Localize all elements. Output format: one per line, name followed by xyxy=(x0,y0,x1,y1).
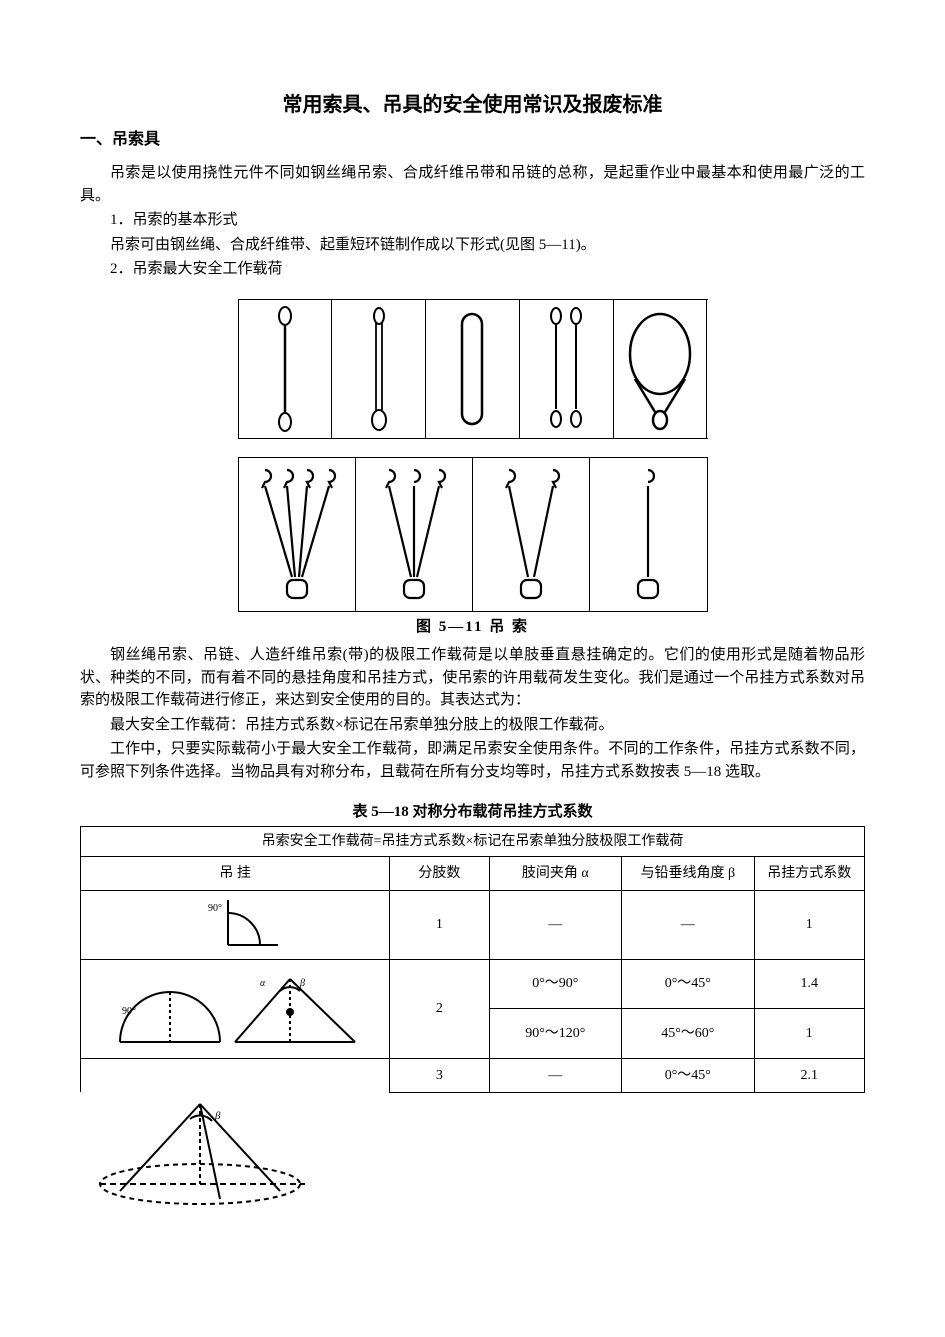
paragraph-3: 最大安全工作载荷：吊挂方式系数×标记在吊索单独分肢上的极限工作载荷。 xyxy=(80,714,865,737)
sling-form-2-icon xyxy=(349,304,409,434)
table-row-2a-coef: 1.4 xyxy=(754,959,864,1009)
table-caption: 表 5—18 对称分布载荷吊挂方式系数 xyxy=(80,801,865,824)
table-row-2b-beta: 45°～60° xyxy=(622,1009,755,1059)
col-header-coef: 吊挂方式系数 xyxy=(754,856,864,890)
table-row-2b-coef: 1 xyxy=(754,1009,864,1059)
item-2-label: 2．吊索最大安全工作载荷 xyxy=(80,258,865,281)
table-row-2a-beta: 0°～45° xyxy=(622,959,755,1009)
table-row-3-branches: 3 xyxy=(390,1058,489,1092)
table-row-3-diagram xyxy=(81,1058,390,1092)
table-row-1-alpha: — xyxy=(489,890,622,959)
sling-form-1-icon xyxy=(255,304,315,434)
table-row-1-beta: — xyxy=(622,890,755,959)
table-row-2-branches: 2 xyxy=(390,959,489,1058)
item-1-body: 吊索可由钢丝绳、合成纤维带、起重短环链制作成以下形式(见图 5—11)。 xyxy=(80,234,865,257)
table-row-3-beta: 0°～45° xyxy=(622,1058,755,1092)
table-row-1-diagram: 90° xyxy=(81,890,390,959)
table-row-2b-alpha: 90°～120° xyxy=(489,1009,622,1059)
sling-form-3-icon xyxy=(442,304,502,434)
page-title: 常用索具、吊具的安全使用常识及报废标准 xyxy=(80,90,865,120)
sling-2leg-icon xyxy=(481,462,581,607)
col-header-beta: 与铅垂线角度 β xyxy=(622,856,755,890)
table-row-1-branches: 1 xyxy=(390,890,489,959)
section-heading-1: 一、吊索具 xyxy=(80,128,865,152)
svg-text:90°: 90° xyxy=(122,1006,136,1017)
row-3-diagram-overflow: β xyxy=(80,1099,360,1209)
paragraph-2: 钢丝绳吊索、吊链、人造纤维吊索(带)的极限工作载荷是以单肢垂直悬挂确定的。它们的… xyxy=(80,644,865,712)
sling-3leg-icon xyxy=(364,462,464,607)
sling-1leg-icon xyxy=(598,462,698,607)
col-header-branches: 分肢数 xyxy=(390,856,489,890)
svg-text:α: α xyxy=(260,978,266,989)
svg-text:90°: 90° xyxy=(208,903,222,914)
col-header-diagram: 吊 挂 xyxy=(81,856,390,890)
table-row-3-coef: 2.1 xyxy=(754,1058,864,1092)
table-row-3-alpha: — xyxy=(489,1058,622,1092)
col-header-alpha: 肢间夹角 α xyxy=(489,856,622,890)
sling-form-4-icon xyxy=(536,304,596,434)
item-1-label: 1．吊索的基本形式 xyxy=(80,209,865,232)
svg-text:β: β xyxy=(299,978,305,989)
intro-paragraph: 吊索是以使用挠性元件不同如钢丝绳吊索、合成纤维吊带和吊链的总称，是起重作业中最基… xyxy=(80,162,865,207)
sling-form-5-icon xyxy=(620,304,700,434)
paragraph-4: 工作中，只要实际载荷小于最大安全工作载荷，即满足吊索安全使用条件。不同的工作条件… xyxy=(80,738,865,783)
coefficient-table: 吊索安全工作载荷=吊挂方式系数×标记在吊索单独分肢极限工作载荷 吊 挂 分肢数 … xyxy=(80,826,865,1093)
svg-text:β: β xyxy=(214,1110,221,1122)
table-span-header: 吊索安全工作载荷=吊挂方式系数×标记在吊索单独分肢极限工作载荷 xyxy=(81,826,865,856)
table-row-1-coef: 1 xyxy=(754,890,864,959)
table-row-2-diagram: 90° β α xyxy=(81,959,390,1058)
figure-5-11: 图 5—11 吊 索 xyxy=(238,299,708,639)
sling-4leg-icon xyxy=(247,462,347,607)
figure-caption: 图 5—11 吊 索 xyxy=(238,616,708,639)
table-row-2a-alpha: 0°～90° xyxy=(489,959,622,1009)
